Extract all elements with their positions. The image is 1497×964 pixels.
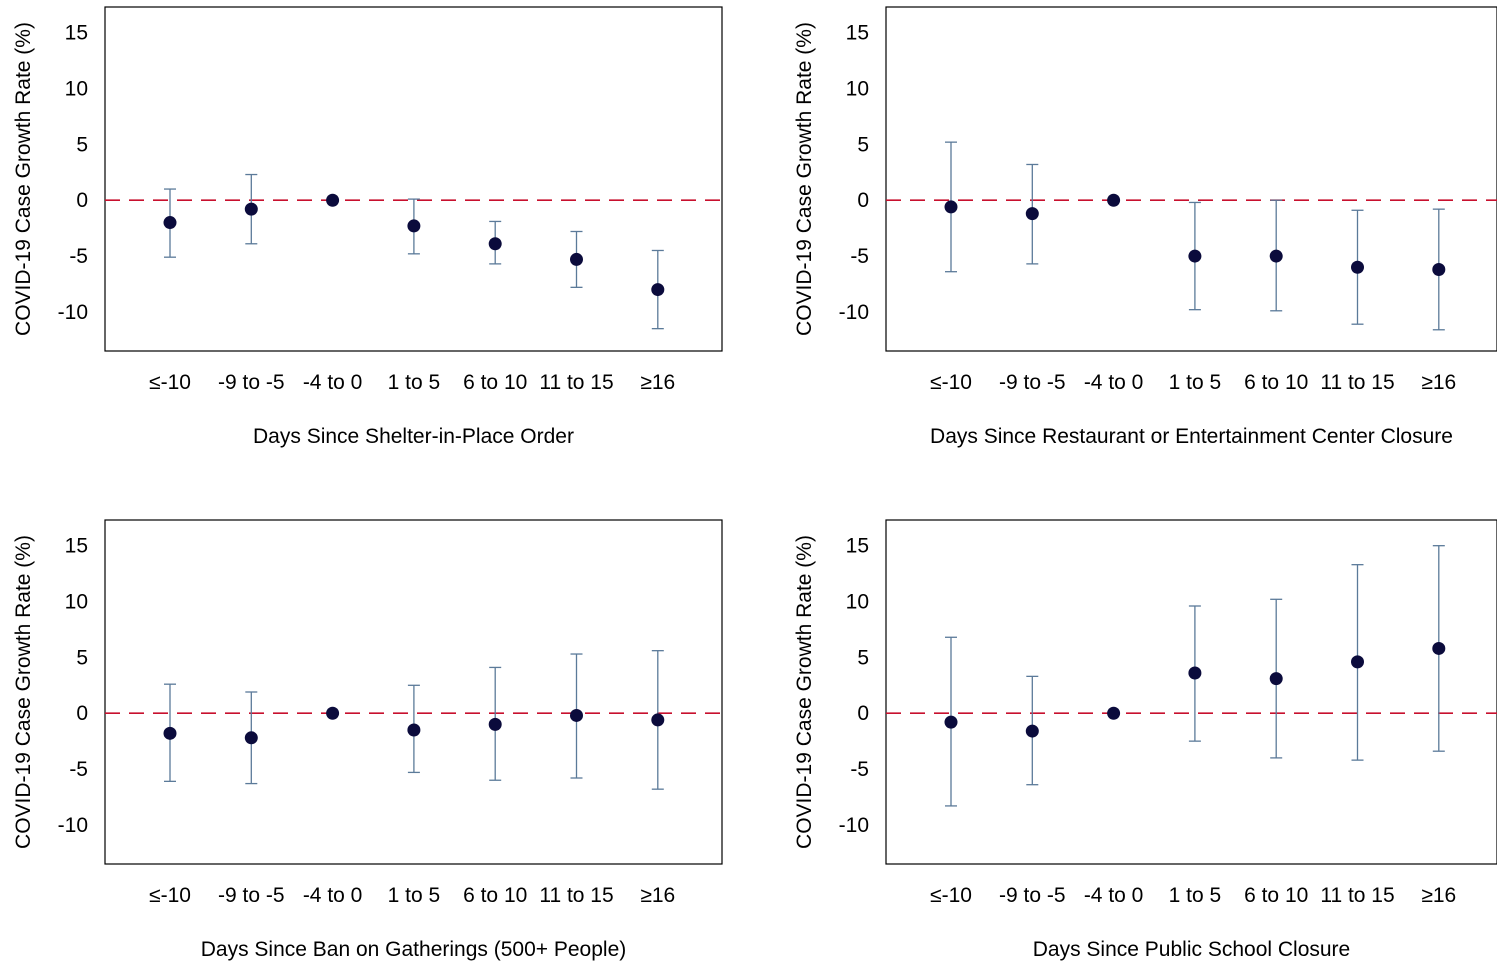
x-axis-label: Days Since Ban on Gatherings (500+ Peopl… [201, 938, 627, 961]
data-point [163, 216, 177, 230]
x-tick-label: 6 to 10 [1244, 371, 1308, 394]
y-tick-label: 10 [65, 591, 88, 614]
x-tick-label: ≤-10 [149, 884, 191, 907]
x-tick-label: -9 to -5 [999, 884, 1066, 907]
y-axis-label: COVID-19 Case Growth Rate (%) [793, 22, 816, 336]
x-tick-label: ≥16 [640, 371, 675, 394]
y-tick-label: 0 [76, 702, 88, 725]
data-point [1107, 193, 1121, 207]
plot-frame [885, 6, 1497, 352]
data-point [570, 252, 583, 266]
y-tick-label: -5 [69, 245, 88, 268]
y-tick-label: 15 [846, 22, 869, 45]
chart-panel-1: 15 10 5 0 -5 -10 COVID-19 Case Growth Rate (%)… [12, 6, 723, 448]
x-tick-label: 11 to 15 [539, 884, 613, 907]
x-tick-label: ≥16 [640, 884, 675, 907]
x-tick-label: 6 to 10 [463, 884, 527, 907]
x-tick-label: -4 to 0 [1084, 884, 1144, 907]
data-point [1188, 249, 1202, 263]
data-point [407, 219, 421, 233]
x-tick-label: -4 to 0 [303, 884, 363, 907]
data-point [1351, 260, 1364, 274]
x-tick-label: -9 to -5 [218, 884, 285, 907]
data-point [1188, 666, 1202, 680]
y-axis-label: COVID-19 Case Growth Rate (%) [12, 535, 35, 849]
data-point [244, 731, 258, 745]
data-point [651, 713, 665, 727]
data-point [944, 200, 958, 214]
data-point [488, 717, 502, 731]
x-tick-label: 11 to 15 [1320, 371, 1394, 394]
y-tick-label: 15 [65, 22, 88, 45]
data-point [1269, 249, 1283, 263]
y-tick-label: -5 [850, 245, 869, 268]
x-tick-label: -9 to -5 [999, 371, 1066, 394]
y-tick-label: -10 [839, 814, 869, 837]
plot-frame [104, 6, 723, 352]
data-point [1025, 724, 1039, 738]
x-tick-label: ≥16 [1421, 371, 1456, 394]
x-tick-label: 11 to 15 [1320, 884, 1394, 907]
y-tick-label: 10 [846, 78, 869, 101]
data-point [1269, 672, 1283, 686]
data-point [488, 237, 502, 251]
data-point [1025, 207, 1039, 221]
x-tick-label: -4 to 0 [303, 371, 363, 394]
y-tick-label: 0 [857, 189, 869, 212]
data-point [944, 715, 958, 729]
data-point [326, 706, 340, 720]
data-point [1107, 706, 1121, 720]
y-tick-label: 0 [76, 189, 88, 212]
x-axis-label: Days Since Public School Closure [1033, 938, 1350, 961]
y-tick-label: 10 [846, 591, 869, 614]
y-tick-label: -10 [58, 814, 88, 837]
x-tick-label: 1 to 5 [1169, 884, 1222, 907]
data-point [326, 193, 340, 207]
chart-panel-2: 15 10 5 0 -5 -10 COVID-19 Case Growth Rate (%)… [793, 6, 1497, 448]
y-axis-label: COVID-19 Case Growth Rate (%) [793, 535, 816, 849]
data-point [651, 283, 665, 297]
x-tick-label: 6 to 10 [1244, 884, 1308, 907]
data-point [163, 726, 177, 740]
x-axis-label: Days Since Shelter-in-Place Order [253, 425, 574, 448]
y-tick-label: 10 [65, 78, 88, 101]
y-tick-label: 5 [76, 133, 88, 156]
y-tick-label: 5 [857, 646, 869, 669]
plot-frame [885, 519, 1497, 865]
y-tick-label: 5 [76, 646, 88, 669]
y-tick-label: 15 [846, 535, 869, 558]
y-tick-label: 5 [857, 133, 869, 156]
data-point [1432, 641, 1446, 655]
x-tick-label: ≥16 [1421, 884, 1456, 907]
x-axis-label: Days Since Restaurant or Entertainment C… [930, 425, 1453, 448]
data-point [570, 708, 583, 722]
y-tick-label: -10 [839, 301, 869, 324]
chart-panel-4: 15 10 5 0 -5 -10 COVID-19 Case Growth Rate (%)… [793, 519, 1497, 961]
data-point [1432, 262, 1446, 276]
data-point [407, 723, 421, 737]
x-tick-label: 11 to 15 [539, 371, 613, 394]
x-tick-label: -4 to 0 [1084, 371, 1144, 394]
x-tick-label: ≤-10 [930, 371, 972, 394]
y-tick-label: 15 [65, 535, 88, 558]
plot-frame [104, 519, 723, 865]
chart-panel-3: 15 10 5 0 -5 -10 COVID-19 Case Growth Rate (%)… [12, 519, 723, 961]
y-tick-label: -5 [850, 758, 869, 781]
y-tick-label: -5 [69, 758, 88, 781]
x-tick-label: ≤-10 [930, 884, 972, 907]
x-tick-label: 1 to 5 [1169, 371, 1222, 394]
x-tick-label: 1 to 5 [388, 371, 441, 394]
x-tick-label: 1 to 5 [388, 884, 441, 907]
data-point [244, 202, 258, 216]
x-tick-label: ≤-10 [149, 371, 191, 394]
data-point [1351, 655, 1364, 669]
x-tick-label: 6 to 10 [463, 371, 527, 394]
y-axis-label: COVID-19 Case Growth Rate (%) [12, 22, 35, 336]
x-tick-label: -9 to -5 [218, 371, 285, 394]
y-tick-label: -10 [58, 301, 88, 324]
y-tick-label: 0 [857, 702, 869, 725]
